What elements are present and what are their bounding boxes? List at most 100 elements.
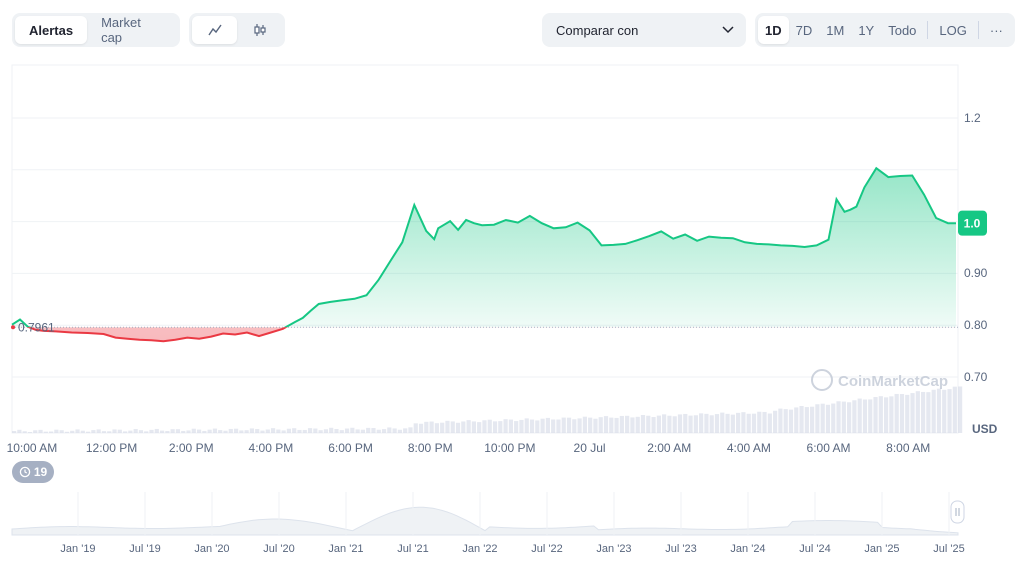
volume-bar	[720, 412, 725, 433]
volume-bar	[762, 411, 767, 433]
volume-bar	[831, 403, 836, 433]
history-badge[interactable]: 19	[12, 461, 54, 483]
overview-tick-label: Jul '21	[397, 543, 428, 555]
volume-bar	[778, 408, 783, 433]
range-1y-button[interactable]: 1Y	[858, 22, 875, 38]
volume-bar	[614, 417, 619, 433]
volume-bar	[566, 417, 572, 433]
volume-bar	[297, 429, 302, 433]
volume-bar	[588, 417, 593, 433]
tab-alertas[interactable]: Alertas	[15, 16, 88, 44]
volume-bar	[582, 416, 587, 433]
volume-bar	[149, 429, 154, 433]
volume-bar	[936, 388, 942, 433]
volume-bar	[598, 417, 603, 433]
line-chart-icon	[207, 24, 222, 36]
volume-bar	[683, 413, 688, 433]
volume-bar	[514, 421, 519, 433]
volume-bar	[112, 429, 117, 433]
volume-bar	[498, 421, 503, 433]
range-divider	[927, 21, 929, 39]
volume-bar	[551, 419, 556, 433]
volume-bar	[535, 420, 540, 433]
volume-bar	[128, 430, 133, 433]
volume-bar	[59, 430, 64, 433]
overview-tick-label: Jan '20	[194, 543, 229, 555]
history-icon	[19, 466, 31, 478]
volume-bar	[894, 393, 899, 433]
volume-bar	[313, 428, 318, 433]
volume-bar	[33, 430, 38, 433]
volume-bar	[889, 396, 894, 433]
range-1d-button[interactable]: 1D	[758, 16, 789, 44]
watermark: CoinMarketCap	[811, 369, 948, 391]
overview-tick-label: Jan '24	[730, 543, 765, 555]
volume-bar	[387, 427, 392, 433]
area-below-baseline	[28, 327, 286, 342]
volume-bar	[48, 431, 54, 433]
volume-bar	[699, 413, 704, 433]
range-7d-button[interactable]: 7D	[795, 22, 813, 38]
current-price-badge: 1.0	[958, 210, 987, 236]
volume-bar	[85, 431, 91, 433]
volume-bar	[381, 429, 387, 433]
volume-bar	[22, 431, 27, 433]
baseline-marker	[11, 325, 15, 330]
volume-bar	[952, 386, 957, 433]
volume-bar	[159, 430, 165, 433]
volume-bar	[392, 428, 397, 433]
more-options-button[interactable]: ···	[989, 22, 1003, 38]
volume-bar	[244, 430, 249, 433]
volume-bar	[619, 415, 624, 433]
volume-bar	[931, 389, 936, 433]
volume-bar	[292, 428, 297, 433]
volume-bar	[344, 428, 350, 433]
overview-tick-label: Jul '22	[531, 543, 562, 555]
volume-bar	[302, 429, 307, 433]
volume-bar	[508, 419, 513, 433]
volume-bar	[12, 431, 17, 433]
volume-bar	[492, 421, 498, 433]
volume-bar	[461, 421, 466, 433]
volume-bar	[101, 431, 107, 433]
volume-bar	[524, 418, 529, 433]
volume-bar	[529, 419, 535, 433]
volume-bar	[487, 419, 492, 433]
volume-bar	[429, 421, 434, 433]
log-scale-button[interactable]: LOG	[939, 22, 967, 38]
volume-bar	[577, 418, 582, 433]
volume-bar	[915, 391, 920, 433]
volume-bar	[276, 429, 281, 433]
volume-bar	[249, 428, 255, 433]
overview-tick-label: Jul '23	[665, 543, 696, 555]
volume-bar	[43, 431, 48, 433]
candlestick-icon	[253, 24, 266, 36]
range-1m-button[interactable]: 1M	[826, 22, 845, 38]
navigator-handle[interactable]	[950, 500, 965, 524]
current-price-label: 1.0	[964, 216, 981, 230]
volume-bar	[255, 429, 260, 433]
compare-select[interactable]: Comparar con	[542, 13, 746, 47]
volume-bar	[122, 431, 128, 433]
volume-bar	[281, 430, 286, 433]
overview-tick-label: Jul '20	[263, 543, 294, 555]
volume-bar	[403, 428, 408, 433]
volume-bar	[804, 407, 809, 433]
line-chart-button[interactable]	[192, 16, 237, 44]
volume-bar	[482, 420, 487, 433]
overview-tick-label: Jan '22	[462, 543, 497, 555]
price-line-up	[11, 166, 956, 328]
candlestick-button[interactable]	[237, 16, 282, 44]
volume-bar	[260, 430, 265, 433]
volume-bar	[820, 403, 825, 433]
volume-bar	[519, 419, 524, 433]
volume-bar	[730, 414, 735, 433]
volume-bar	[757, 411, 762, 433]
volume-bar	[339, 430, 344, 433]
tab-market-cap[interactable]: Market cap	[101, 15, 141, 45]
volume-bar	[17, 429, 22, 433]
volume-bar	[133, 429, 138, 433]
range-all-button[interactable]: Todo	[888, 22, 917, 38]
volume-bar	[80, 430, 85, 433]
